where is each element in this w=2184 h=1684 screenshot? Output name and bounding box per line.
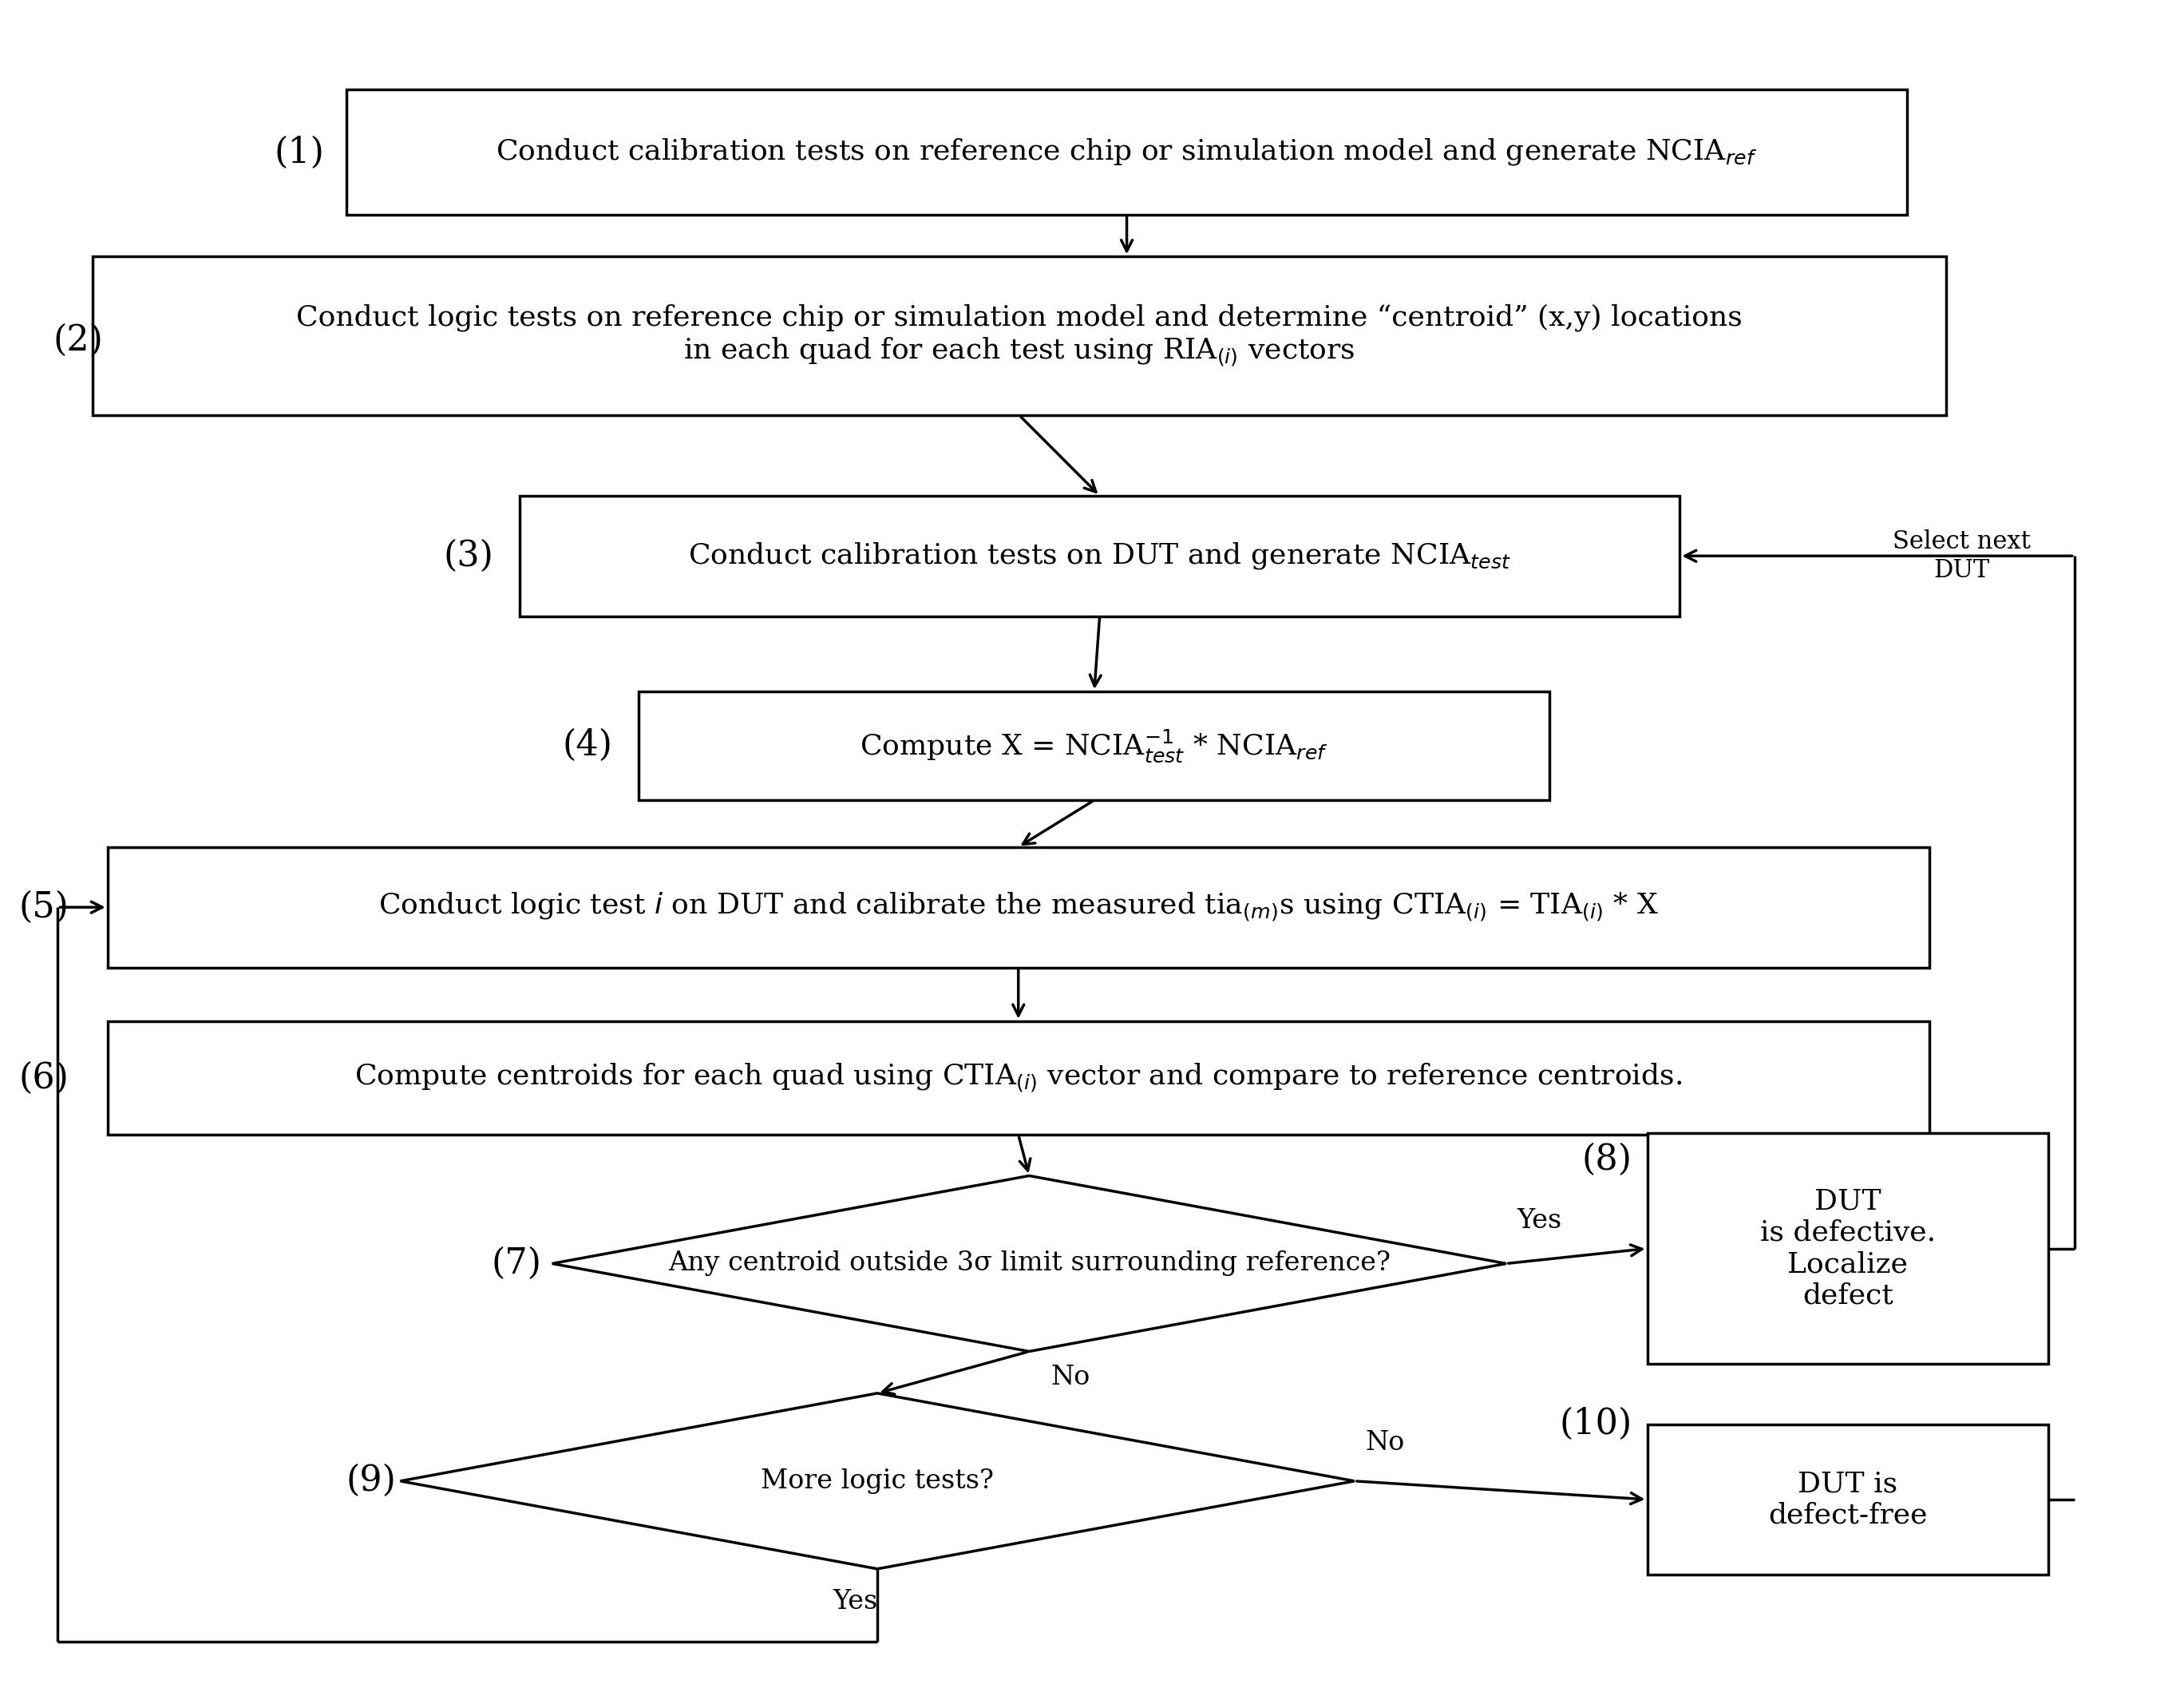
FancyBboxPatch shape — [1647, 1425, 2049, 1575]
Text: No: No — [1051, 1364, 1090, 1391]
FancyBboxPatch shape — [640, 692, 1551, 800]
Text: (10): (10) — [1559, 1406, 1631, 1442]
Text: DUT
is defective.
Localize
defect: DUT is defective. Localize defect — [1760, 1187, 1935, 1308]
Text: Conduct calibration tests on DUT and generate NCIA$_{test}$: Conduct calibration tests on DUT and gen… — [688, 541, 1511, 571]
FancyBboxPatch shape — [107, 1021, 1928, 1135]
Text: Compute X = NCIA$_{test}^{-1}$ * NCIA$_{ref}$: Compute X = NCIA$_{test}^{-1}$ * NCIA$_{… — [860, 727, 1328, 765]
Text: Select next
DUT: Select next DUT — [1894, 529, 2031, 583]
Text: DUT is
defect-free: DUT is defect-free — [1769, 1470, 1928, 1529]
Text: Any centroid outside 3σ limit surrounding reference?: Any centroid outside 3σ limit surroundin… — [668, 1251, 1391, 1276]
Text: Yes: Yes — [834, 1590, 878, 1615]
Text: (4): (4) — [563, 727, 614, 763]
Text: No: No — [1365, 1430, 1404, 1457]
FancyBboxPatch shape — [520, 495, 1679, 616]
Text: (6): (6) — [17, 1061, 68, 1095]
Text: Conduct logic tests on reference chip or simulation model and determine “centroi: Conduct logic tests on reference chip or… — [297, 303, 1743, 369]
Text: (2): (2) — [52, 323, 103, 357]
Text: (8): (8) — [1581, 1143, 1631, 1177]
Text: Conduct calibration tests on reference chip or simulation model and generate NCI: Conduct calibration tests on reference c… — [496, 136, 1758, 167]
FancyBboxPatch shape — [345, 89, 1907, 214]
Text: (1): (1) — [275, 135, 325, 170]
Text: Conduct logic test $i$ on DUT and calibrate the measured tia$_{(m)}$s using CTIA: Conduct logic test $i$ on DUT and calibr… — [378, 891, 1658, 923]
Text: Yes: Yes — [1518, 1207, 1562, 1233]
Text: (3): (3) — [443, 539, 494, 573]
Text: More logic tests?: More logic tests? — [760, 1468, 994, 1494]
FancyBboxPatch shape — [92, 256, 1946, 416]
Text: Compute centroids for each quad using CTIA$_{(i)}$ vector and compare to referen: Compute centroids for each quad using CT… — [354, 1061, 1682, 1095]
Polygon shape — [400, 1393, 1354, 1569]
Text: (9): (9) — [345, 1463, 395, 1499]
Text: (5): (5) — [17, 891, 68, 925]
Polygon shape — [553, 1175, 1507, 1351]
FancyBboxPatch shape — [107, 847, 1928, 968]
FancyBboxPatch shape — [1647, 1133, 2049, 1364]
Text: (7): (7) — [491, 1246, 542, 1282]
